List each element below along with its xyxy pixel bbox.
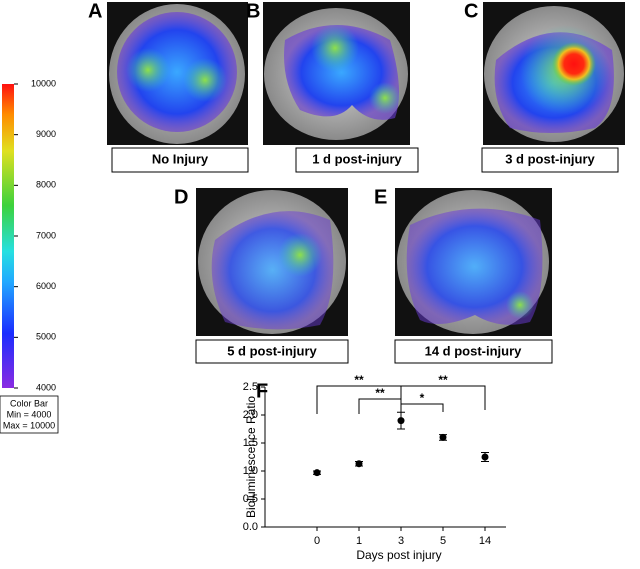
panel-label: B	[246, 0, 260, 22]
panel-label: C	[464, 0, 478, 22]
x-tick-label: 3	[398, 535, 404, 547]
panel-label: E	[374, 186, 387, 208]
significance-label: *	[420, 391, 425, 405]
color-bar-tick-label: 5000	[36, 332, 56, 342]
y-axis-label: Bioluminescence Ratio	[244, 396, 258, 518]
color-bar-tick-label: 4000	[36, 382, 56, 392]
x-tick-label: 5	[440, 535, 446, 547]
point	[397, 417, 405, 425]
color-bar-tick-label: 8000	[36, 180, 56, 190]
caption: 5 d post-injury	[227, 343, 317, 358]
color-bar-max: Max = 10000	[3, 420, 55, 430]
image-b	[263, 2, 410, 145]
significance-label: **	[354, 373, 364, 387]
y-tick-label: 1.0	[243, 465, 258, 477]
y-tick-label: 0.0	[243, 521, 258, 533]
color-bar-box	[0, 395, 59, 434]
y-tick-label: 0.5	[243, 493, 258, 505]
panel-label: A	[88, 0, 102, 22]
x-axis-label: Days post injury	[356, 548, 441, 562]
y-tick-label: 2.5	[243, 381, 258, 393]
point	[313, 469, 321, 477]
color-bar-title: Color Bar	[10, 398, 48, 408]
x-tick-label: 1	[356, 535, 362, 547]
color-bar-min: Min = 4000	[7, 409, 52, 419]
significance-label: **	[438, 373, 448, 387]
x-tick-label: 0	[314, 535, 320, 547]
significance-bracket	[358, 398, 402, 414]
caption: 1 d post-injury	[312, 151, 402, 166]
panel-label: D	[174, 186, 188, 208]
point	[355, 460, 363, 468]
color-bar-tick-label: 9000	[36, 129, 56, 139]
image-d	[196, 188, 348, 336]
image-e	[395, 188, 552, 336]
image-a	[107, 2, 248, 145]
caption: 14 d post-injury	[425, 343, 523, 358]
y-tick-label: 2.0	[243, 409, 258, 421]
x-tick-label: 14	[479, 535, 491, 547]
color-bar	[2, 84, 14, 388]
captions	[111, 147, 619, 364]
point	[439, 433, 447, 441]
significance-label: **	[375, 386, 385, 400]
color-bar-tick-label: 10000	[31, 78, 56, 88]
color-bar-tick-label: 7000	[36, 230, 56, 240]
significance-bracket	[400, 385, 486, 410]
color-bar-tick-label: 6000	[36, 281, 56, 291]
y-tick-label: 1.5	[243, 437, 258, 449]
image-c	[483, 2, 625, 145]
caption: No Injury	[152, 151, 209, 166]
significance-bracket	[400, 403, 444, 412]
point	[481, 453, 489, 461]
caption: 3 d post-injury	[505, 151, 595, 166]
